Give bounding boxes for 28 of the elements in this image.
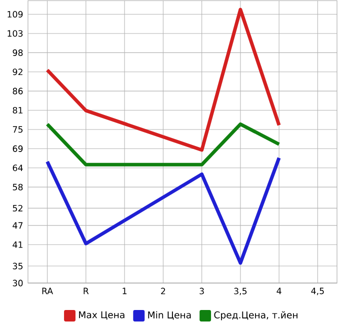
x-tick-label: 3 xyxy=(200,288,204,294)
y-tick-label: 81 xyxy=(12,106,22,114)
legend-label: Max Цена xyxy=(79,311,124,320)
x-tick-label: R xyxy=(84,288,89,294)
y-tick-label: 75 xyxy=(12,126,23,133)
y-tick-label: 47 xyxy=(12,222,23,229)
y-tick-label: 58 xyxy=(12,184,23,190)
line-series xyxy=(46,8,281,152)
y-tick-label: 109 xyxy=(8,11,23,18)
y-tick-label: 52 xyxy=(12,204,22,212)
line-series xyxy=(46,156,281,265)
y-tick-label: 41 xyxy=(12,241,22,248)
x-tick-label: 4,5 xyxy=(311,288,324,296)
x-tick-label: 2 xyxy=(161,288,166,294)
y-tick-label: 35 xyxy=(12,262,23,270)
legend-label: Сред.Цена, т.йен xyxy=(214,311,298,320)
legend-label: Min Цена xyxy=(148,311,191,320)
y-tick-label: 30 xyxy=(12,280,23,286)
x-tick-label: 1 xyxy=(122,288,126,294)
y-tick-label: 69 xyxy=(12,145,23,152)
x-tick-label: 4 xyxy=(276,288,282,294)
y-tick-label: 103 xyxy=(8,30,23,37)
y-tick-label: 64 xyxy=(12,164,23,172)
y-tick-label: 92 xyxy=(12,68,22,76)
x-tick-label: RA xyxy=(42,288,54,294)
y-tick-label: 86 xyxy=(12,88,23,94)
y-tick-label: 98 xyxy=(12,49,23,56)
x-tick-label: 3,5 xyxy=(234,288,247,296)
